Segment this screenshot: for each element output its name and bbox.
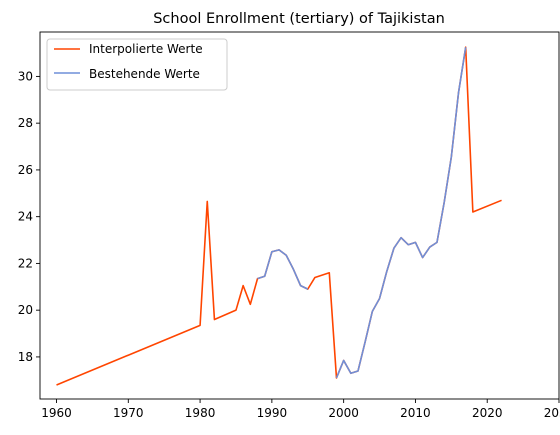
y-tick-label: 28 <box>18 116 33 130</box>
x-tick-label: 2020 <box>472 406 503 420</box>
legend: Interpolierte Werte Bestehende Werte <box>46 38 228 91</box>
y-tick-label: 18 <box>18 350 33 364</box>
y-tick-label: 30 <box>18 69 33 83</box>
y-axis: 18 20 22 24 26 28 30 <box>18 69 40 364</box>
x-tick-label: 1990 <box>257 406 288 420</box>
x-tick-label: 2030 <box>544 406 560 420</box>
y-tick-label: 20 <box>18 303 33 317</box>
x-tick-label: 1960 <box>41 406 72 420</box>
series-line-existing <box>335 47 467 379</box>
series-line-existing <box>257 249 309 290</box>
y-tick-label: 22 <box>18 256 33 270</box>
x-tick-label: 1970 <box>113 406 144 420</box>
chart-title: School Enrollment (tertiary) of Tajikist… <box>153 11 445 27</box>
y-tick-label: 26 <box>18 163 33 177</box>
x-tick-label: 1980 <box>185 406 216 420</box>
plot-area: 1960 1970 1980 1990 2000 2010 2020 2030 18 20 22 2… <box>18 31 560 420</box>
x-axis: 1960 1970 1980 1990 2000 2010 2020 2030 <box>41 399 560 420</box>
legend-box <box>46 38 228 91</box>
x-tick-label: 2000 <box>328 406 359 420</box>
legend-label-interpolated: Interpolierte Werte <box>89 42 203 56</box>
series-layer <box>56 46 502 386</box>
y-tick-label: 24 <box>18 210 33 224</box>
legend-label-existing: Bestehende Werte <box>89 67 200 81</box>
plot-frame <box>39 31 560 400</box>
x-tick-label: 2010 <box>400 406 431 420</box>
